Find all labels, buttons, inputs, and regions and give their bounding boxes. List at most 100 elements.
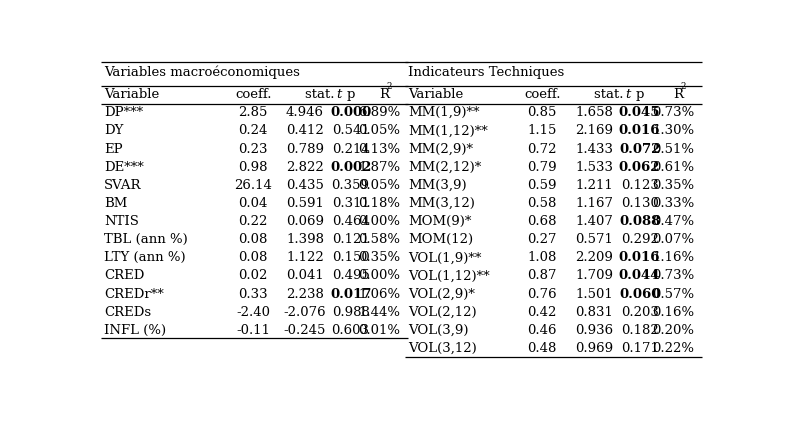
Text: 0.58: 0.58: [528, 197, 557, 210]
Text: 1.433: 1.433: [575, 143, 613, 156]
Text: 0.23: 0.23: [239, 143, 268, 156]
Text: 0.016: 0.016: [619, 251, 660, 264]
Text: 0.76: 0.76: [528, 287, 557, 300]
Text: 2: 2: [681, 82, 686, 92]
Text: MM(1,9)**: MM(1,9)**: [408, 106, 480, 119]
Text: DY: DY: [104, 124, 123, 137]
Text: 0.936: 0.936: [575, 324, 613, 337]
Text: 0.00%: 0.00%: [358, 215, 400, 228]
Text: 0.002: 0.002: [330, 160, 371, 174]
Text: 1.533: 1.533: [575, 160, 613, 174]
Text: 1.501: 1.501: [575, 287, 613, 300]
Text: 0.57%: 0.57%: [652, 287, 694, 300]
Text: 1.15: 1.15: [528, 124, 557, 137]
Text: 0.22%: 0.22%: [652, 342, 694, 355]
Text: 6.89%: 6.89%: [358, 106, 400, 119]
Text: 1.16%: 1.16%: [652, 251, 694, 264]
Text: 0.069: 0.069: [286, 215, 324, 228]
Text: 0.35%: 0.35%: [358, 251, 400, 264]
Text: DE***: DE***: [104, 160, 144, 174]
Text: 0.311: 0.311: [332, 197, 370, 210]
Text: 0.07%: 0.07%: [652, 233, 694, 246]
Text: 1.167: 1.167: [575, 197, 613, 210]
Text: 0.00%: 0.00%: [358, 269, 400, 283]
Text: 0.61%: 0.61%: [652, 160, 694, 174]
Text: 1.658: 1.658: [575, 106, 613, 119]
Text: 0.000: 0.000: [330, 106, 371, 119]
Text: -0.11: -0.11: [236, 324, 270, 337]
Text: MM(3,12): MM(3,12): [408, 197, 475, 210]
Text: coeff.: coeff.: [524, 88, 560, 101]
Text: VOL(1,12)**: VOL(1,12)**: [408, 269, 490, 283]
Text: coeff.: coeff.: [235, 88, 272, 101]
Text: Variable: Variable: [104, 88, 159, 101]
Text: VOL(2,9)*: VOL(2,9)*: [408, 287, 475, 300]
Text: 0.062: 0.062: [619, 160, 660, 174]
Text: 1.30%: 1.30%: [652, 124, 694, 137]
Text: t: t: [337, 88, 342, 101]
Text: 0.603: 0.603: [331, 324, 370, 337]
Text: 0.08: 0.08: [239, 233, 268, 246]
Text: 0.33%: 0.33%: [652, 197, 694, 210]
Text: 0.044: 0.044: [619, 269, 660, 283]
Text: MOM(9)*: MOM(9)*: [408, 215, 472, 228]
Text: VOL(3,9): VOL(3,9): [408, 324, 469, 337]
Text: 2.209: 2.209: [575, 251, 613, 264]
Text: 0.18%: 0.18%: [358, 197, 400, 210]
Text: 0.58%: 0.58%: [358, 233, 400, 246]
Text: 2.85: 2.85: [239, 106, 268, 119]
Text: 0.495: 0.495: [332, 269, 370, 283]
Text: t: t: [626, 88, 631, 101]
Text: 0.22: 0.22: [239, 215, 268, 228]
Text: 1.87%: 1.87%: [358, 160, 400, 174]
Text: TBL (ann %): TBL (ann %): [104, 233, 188, 246]
Text: 0.33: 0.33: [239, 287, 268, 300]
Text: p: p: [635, 88, 644, 101]
Text: 0.59: 0.59: [528, 179, 557, 192]
Text: 0.571: 0.571: [575, 233, 613, 246]
Text: 1.122: 1.122: [286, 251, 324, 264]
Text: 1.08: 1.08: [528, 251, 557, 264]
Text: 0.130: 0.130: [621, 197, 659, 210]
Text: 4.946: 4.946: [286, 106, 324, 119]
Text: CREDr**: CREDr**: [104, 287, 164, 300]
Text: 0.088: 0.088: [619, 215, 660, 228]
Text: 0.04: 0.04: [239, 197, 268, 210]
Text: p: p: [346, 88, 355, 101]
Text: 1.211: 1.211: [575, 179, 613, 192]
Text: -0.245: -0.245: [284, 324, 326, 337]
Text: 26.14: 26.14: [235, 179, 272, 192]
Text: VOL(3,12): VOL(3,12): [408, 342, 477, 355]
Text: EP: EP: [104, 143, 122, 156]
Text: 0.51%: 0.51%: [652, 143, 694, 156]
Text: 0.47%: 0.47%: [652, 215, 694, 228]
Text: CREDs: CREDs: [104, 306, 152, 319]
Text: MM(1,12)**: MM(1,12)**: [408, 124, 488, 137]
Text: BM: BM: [104, 197, 128, 210]
Text: VOL(1,9)**: VOL(1,9)**: [408, 251, 482, 264]
Text: 0.214: 0.214: [332, 143, 370, 156]
Text: SVAR: SVAR: [104, 179, 142, 192]
Text: 0.060: 0.060: [619, 287, 660, 300]
Text: MM(3,9): MM(3,9): [408, 179, 467, 192]
Text: 0.73%: 0.73%: [652, 106, 694, 119]
Text: 0.435: 0.435: [286, 179, 324, 192]
Text: 0.292: 0.292: [621, 233, 659, 246]
Text: 0.988: 0.988: [332, 306, 370, 319]
Text: 0.969: 0.969: [575, 342, 613, 355]
Text: 1.44%: 1.44%: [358, 306, 400, 319]
Text: 0.98: 0.98: [239, 160, 268, 174]
Text: 0.016: 0.016: [619, 124, 660, 137]
Text: VOL(2,12): VOL(2,12): [408, 306, 477, 319]
Text: CRED: CRED: [104, 269, 144, 283]
Text: 2.238: 2.238: [286, 287, 324, 300]
Text: R: R: [673, 88, 683, 101]
Text: 0.72: 0.72: [528, 143, 557, 156]
Text: 0.05%: 0.05%: [358, 124, 400, 137]
Text: 0.87: 0.87: [528, 269, 557, 283]
Text: 0.789: 0.789: [286, 143, 324, 156]
Text: 2.822: 2.822: [286, 160, 324, 174]
Text: 0.072: 0.072: [619, 143, 660, 156]
Text: 2: 2: [386, 82, 392, 92]
Text: 0.68: 0.68: [528, 215, 557, 228]
